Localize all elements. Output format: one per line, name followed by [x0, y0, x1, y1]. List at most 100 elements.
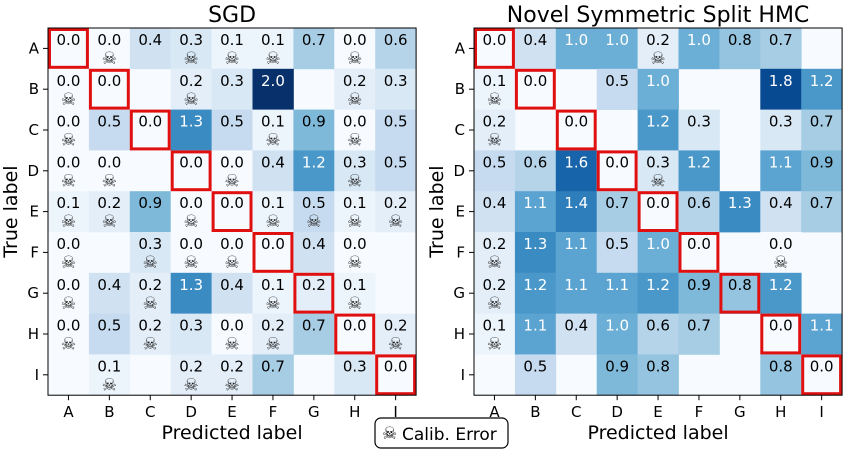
x-tick-label: F: [269, 403, 278, 421]
skull-icon: ☠: [265, 212, 280, 232]
cell-value-label: 0.0: [769, 235, 793, 253]
heatmap-cell: [474, 272, 516, 314]
cell-value-label: 0.5: [97, 317, 121, 335]
heatmap-cell: [252, 232, 294, 274]
heatmap-cell: [334, 109, 376, 151]
diagonal-highlight: [334, 313, 376, 355]
heatmap-cell: [375, 28, 417, 70]
heatmap-cell: [48, 109, 90, 151]
skull-icon: ☠: [224, 335, 239, 355]
heatmap-cell: [129, 191, 172, 233]
cell-value-label: 0.0: [179, 235, 203, 253]
heatmap-cell: [637, 191, 679, 233]
cell-value-label: 0.8: [769, 357, 793, 375]
skull-icon: ☠: [487, 253, 502, 273]
cell-value-label: 1.2: [646, 276, 670, 294]
y-tick-label: A: [29, 39, 40, 57]
diagonal-highlight: [252, 232, 294, 273]
skull-icon: ☠: [143, 335, 158, 355]
heatmap-cell: [801, 150, 843, 192]
cell-value-label: 1.3: [179, 276, 203, 294]
heatmap-cell: [514, 272, 557, 314]
cell-value-label: 0.0: [605, 153, 629, 171]
y-tick-label: B: [29, 80, 39, 98]
cell-value-label: 0.7: [302, 31, 326, 49]
cell-value-label: 0.3: [179, 317, 203, 335]
cell-value-label: 0.5: [483, 153, 507, 171]
cell-value-label: 0.0: [57, 276, 81, 294]
x-tick-label: D: [611, 403, 623, 421]
heatmap-cell: [211, 150, 253, 192]
heatmap-cell: [170, 68, 212, 110]
x-tick-label: C: [145, 403, 155, 421]
heatmap-cell: [637, 68, 679, 110]
skull-icon: ☠: [102, 49, 117, 69]
heatmap-cell: [801, 354, 843, 396]
heatmap-cell: [801, 109, 843, 151]
skull-icon: ☠: [102, 171, 117, 191]
skull-icon: ☠: [224, 171, 239, 191]
cell-value-label: 0.5: [605, 235, 629, 253]
cell-value-label: 1.2: [810, 72, 834, 90]
cell-value-label: 0.5: [220, 113, 244, 131]
heatmap-cell: [334, 28, 376, 70]
x-tick-label: A: [489, 403, 500, 421]
x-tick-label: H: [775, 403, 786, 421]
cell-value-label: 1.0: [646, 235, 670, 253]
cell-value-label: 0.7: [769, 31, 793, 49]
skull-icon: ☠: [224, 253, 239, 273]
heatmap-cell: [596, 150, 638, 192]
skull-icon: ☠: [265, 49, 280, 69]
cell-value-label: 1.0: [687, 31, 711, 49]
heatmap-cell: [334, 272, 376, 314]
diagonal-highlight: [375, 354, 417, 396]
y-tick-label: A: [455, 39, 466, 57]
cell-value-label: 0.0: [343, 113, 367, 131]
skull-icon: ☠: [102, 375, 117, 395]
heatmap-cell: [293, 109, 335, 151]
heatmap-cell: [678, 272, 720, 314]
cell-value-label: 0.1: [483, 317, 507, 335]
skull-icon: ☠: [347, 171, 362, 191]
heatmap-cell: [170, 109, 212, 151]
diagonal-highlight: [170, 150, 212, 192]
cell-value-label: 0.5: [605, 72, 629, 90]
skull-icon: ☠: [184, 90, 199, 110]
cell-value-label: 1.0: [564, 31, 588, 49]
cell-value-label: 0.2: [179, 72, 203, 90]
heatmap-cell: [514, 28, 557, 70]
x-tick-label: B: [530, 403, 540, 421]
heatmap-cell: [596, 28, 638, 70]
y-tick-label: B: [455, 80, 465, 98]
cell-value-label: 0.2: [220, 357, 244, 375]
cell-value-label: 0.4: [261, 153, 285, 171]
heatmap-cell: [474, 232, 516, 274]
calibration-error-legend: ☠ Calib. Error: [374, 417, 509, 449]
cell-value-label: 0.2: [646, 31, 670, 49]
diagonal-highlight: [211, 191, 253, 232]
heatmap-cell: [555, 109, 598, 151]
cell-value-label: 0.1: [57, 194, 81, 212]
heatmap-cell: [170, 191, 212, 233]
skull-icon: ☠: [61, 171, 76, 191]
cell-value-label: 0.7: [605, 194, 629, 212]
skull-icon: ☠: [487, 335, 502, 355]
cell-value-label: 0.4: [769, 194, 793, 212]
cell-value-label: 0.1: [261, 276, 285, 294]
skull-icon: ☠: [347, 212, 362, 232]
cell-value-label: 0.3: [646, 153, 670, 171]
cell-value-label: 0.2: [302, 276, 326, 294]
heatmap-cell: [211, 232, 253, 274]
diagonal-highlight: [555, 109, 597, 151]
heatmap-cell: [48, 272, 90, 314]
cell-value-label: 1.3: [179, 113, 203, 131]
cell-value-label: 0.1: [220, 31, 244, 49]
y-tick-label: D: [27, 162, 39, 180]
heatmap-cell: [334, 354, 376, 396]
skull-icon: ☠: [382, 424, 397, 444]
skull-icon: ☠: [61, 131, 76, 151]
x-axis-label: Predicted label: [587, 422, 728, 444]
x-tick-label: F: [695, 403, 704, 421]
heatmap-cell: [596, 232, 638, 274]
